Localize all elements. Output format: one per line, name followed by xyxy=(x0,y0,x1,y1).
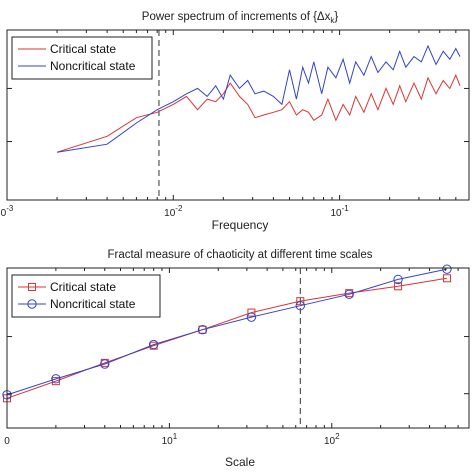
legend-box xyxy=(11,274,161,318)
chart-title: Fractal measure of chaoticity at differe… xyxy=(107,249,372,261)
data-point-critical xyxy=(394,282,403,291)
x-tick-label: 102 xyxy=(324,432,340,447)
legend-box xyxy=(11,36,153,80)
data-point-noncritical xyxy=(246,312,257,322)
data-point-critical xyxy=(296,297,305,306)
x-tick-label: 10-2 xyxy=(164,204,183,219)
data-point-noncritical xyxy=(197,325,208,335)
x-tick-label: 10-1 xyxy=(330,204,349,219)
x-tick-label: 101 xyxy=(162,432,178,447)
power-spectrum-chart: Power spectrum of increments of {Δxk} 0-… xyxy=(1,11,470,232)
data-point-noncritical xyxy=(393,274,403,285)
chart-title: Power spectrum of increments of {Δxk} xyxy=(142,11,339,25)
legend: Critical state Noncritical state xyxy=(11,274,161,318)
legend-marker xyxy=(28,283,36,291)
data-point-critical xyxy=(442,274,451,283)
series-line-critical xyxy=(6,277,447,399)
legend-marker xyxy=(27,299,37,309)
series-line-critical xyxy=(56,73,461,153)
plot-frame xyxy=(6,267,470,429)
x-tick-label: 0-3 xyxy=(1,204,14,219)
data-point-noncritical xyxy=(148,339,159,350)
data-point-critical xyxy=(198,325,207,334)
data-point-noncritical xyxy=(344,289,354,299)
series-line-noncritical xyxy=(6,268,448,396)
legend-label: Critical state xyxy=(50,280,116,294)
series-line-noncritical xyxy=(57,44,461,153)
x-tick-label: 0 xyxy=(4,436,10,447)
data-point-noncritical xyxy=(51,374,61,384)
data-point-noncritical xyxy=(295,301,305,311)
legend-label: Critical state xyxy=(50,42,116,56)
legend-label: Noncritical state xyxy=(50,297,136,311)
fractal-measure-chart: Fractal measure of chaoticity at differe… xyxy=(2,249,470,469)
data-point-noncritical xyxy=(100,359,110,369)
data-point-noncritical xyxy=(442,264,452,274)
x-axis-label: Scale xyxy=(225,455,255,469)
data-point-critical xyxy=(247,308,256,317)
legend-label: Noncritical state xyxy=(50,59,136,73)
plot-frame xyxy=(6,29,470,201)
x-axis-label: Frequency xyxy=(212,218,269,232)
legend: Critical state Noncritical state xyxy=(11,36,153,80)
